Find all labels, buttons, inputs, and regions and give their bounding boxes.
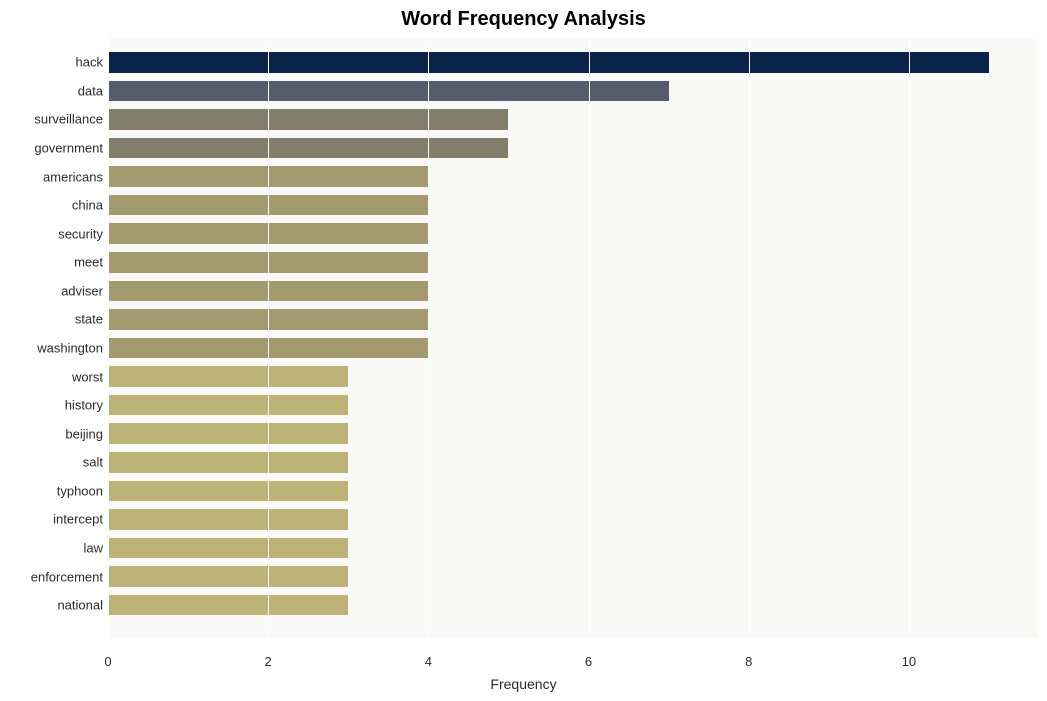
bar-row	[108, 195, 1037, 216]
y-tick-label: enforcement	[31, 569, 103, 584]
bar	[108, 395, 348, 416]
bar-row	[108, 223, 1037, 244]
x-tick-label: 2	[265, 654, 272, 669]
y-tick-label: china	[72, 198, 103, 213]
x-tick-label: 8	[745, 654, 752, 669]
chart-title: Word Frequency Analysis	[0, 8, 1047, 31]
bar	[108, 595, 348, 616]
y-tick-label: surveillance	[34, 112, 103, 127]
bar-row	[108, 595, 1037, 616]
bar-row	[108, 81, 1037, 102]
x-grid-line	[268, 38, 269, 638]
bar	[108, 452, 348, 473]
bar	[108, 538, 348, 559]
y-tick-label: law	[83, 541, 103, 556]
bar	[108, 52, 989, 73]
bar	[108, 566, 348, 587]
bar-row	[108, 395, 1037, 416]
y-tick-label: national	[57, 598, 103, 613]
x-grid-line	[749, 38, 750, 638]
x-tick-label: 0	[104, 654, 111, 669]
x-tick-label: 10	[902, 654, 916, 669]
y-tick-label: data	[78, 83, 103, 98]
bar-row	[108, 52, 1037, 73]
y-tick-label: history	[65, 398, 103, 413]
y-tick-label: meet	[74, 255, 103, 270]
y-tick-label: worst	[72, 369, 103, 384]
bar	[108, 509, 348, 530]
x-axis-title: Frequency	[0, 676, 1047, 692]
bar-row	[108, 509, 1037, 530]
bar-row	[108, 252, 1037, 273]
x-grid-line	[108, 38, 109, 638]
bar	[108, 81, 669, 102]
bar-row	[108, 481, 1037, 502]
y-tick-label: intercept	[53, 512, 103, 527]
bar-row	[108, 538, 1037, 559]
y-tick-label: state	[75, 312, 103, 327]
bar-row	[108, 109, 1037, 130]
bar	[108, 366, 348, 387]
y-tick-label: adviser	[61, 283, 103, 298]
plot-area	[108, 38, 1037, 638]
bar-row	[108, 452, 1037, 473]
y-tick-label: salt	[83, 455, 103, 470]
bar	[108, 109, 508, 130]
bar	[108, 423, 348, 444]
x-grid-line	[589, 38, 590, 638]
x-grid-line	[428, 38, 429, 638]
bar	[108, 138, 508, 159]
bar-row	[108, 138, 1037, 159]
y-tick-label: washington	[37, 341, 103, 356]
y-tick-label: beijing	[65, 426, 103, 441]
y-tick-label: hack	[76, 55, 103, 70]
bar-row	[108, 166, 1037, 187]
word-frequency-chart: Word Frequency Analysis Frequency 0 2 4 6 8 1…	[0, 0, 1047, 701]
x-tick-label: 4	[425, 654, 432, 669]
bar	[108, 481, 348, 502]
bar-row	[108, 281, 1037, 302]
x-tick-label: 6	[585, 654, 592, 669]
bar-row	[108, 566, 1037, 587]
y-tick-label: government	[34, 141, 103, 156]
bar-row	[108, 423, 1037, 444]
bar-row	[108, 338, 1037, 359]
bars-wrap	[108, 38, 1037, 638]
x-grid-line	[909, 38, 910, 638]
y-tick-label: typhoon	[57, 483, 103, 498]
y-tick-label: security	[58, 226, 103, 241]
bar-row	[108, 309, 1037, 330]
y-tick-label: americans	[43, 169, 103, 184]
bar-row	[108, 366, 1037, 387]
